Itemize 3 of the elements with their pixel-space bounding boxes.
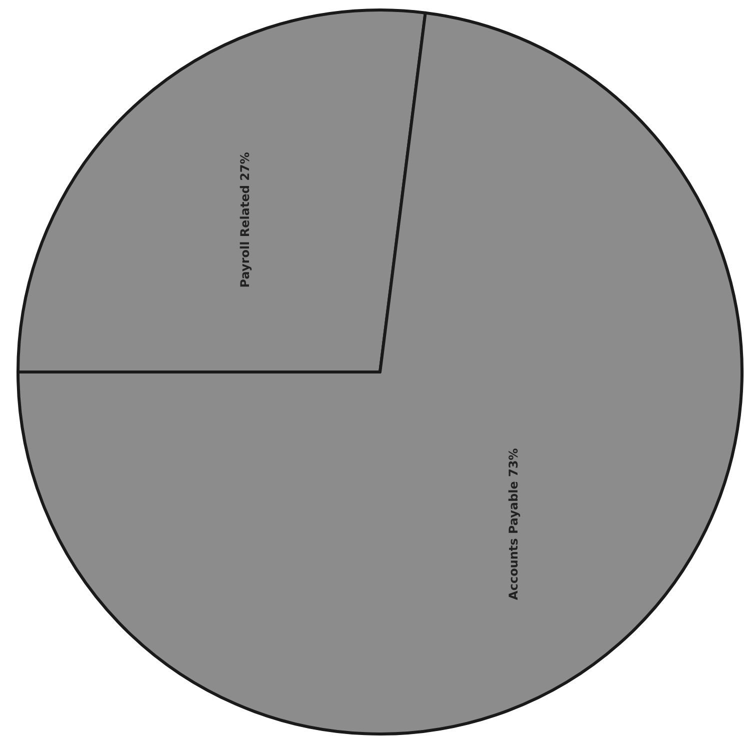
- slice-label: Accounts Payable 73%: [506, 448, 520, 600]
- slice-label: Payroll Related 27%: [238, 152, 252, 288]
- pie-slice: [16, 11, 744, 736]
